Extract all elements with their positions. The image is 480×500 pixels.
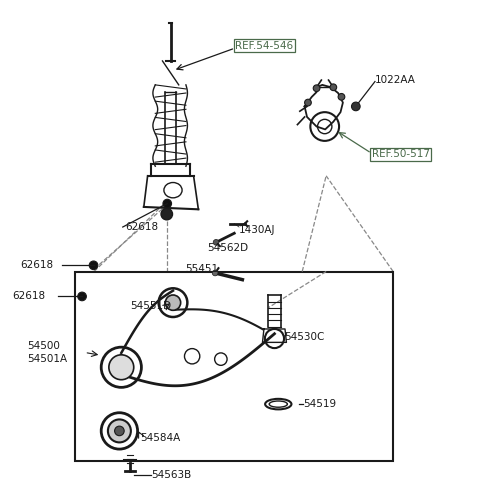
Text: 54584A: 54584A <box>141 432 180 442</box>
Text: 54500: 54500 <box>27 340 60 350</box>
Circle shape <box>109 355 134 380</box>
Text: 55451: 55451 <box>185 264 218 274</box>
Circle shape <box>338 94 345 100</box>
Text: 62618: 62618 <box>12 292 46 302</box>
Text: 54562D: 54562D <box>207 242 249 252</box>
Circle shape <box>330 84 336 90</box>
Circle shape <box>351 102 360 110</box>
Text: 54563B: 54563B <box>152 470 192 480</box>
Circle shape <box>305 99 312 106</box>
Circle shape <box>78 292 86 300</box>
Circle shape <box>313 85 320 91</box>
Text: 62618: 62618 <box>125 222 158 232</box>
Circle shape <box>213 240 219 245</box>
Text: 62618: 62618 <box>20 260 53 270</box>
Text: REF.54-546: REF.54-546 <box>235 40 293 50</box>
Circle shape <box>165 295 180 310</box>
Circle shape <box>108 420 131 442</box>
Text: 54501A: 54501A <box>27 354 67 364</box>
Circle shape <box>161 208 172 220</box>
Circle shape <box>163 200 171 208</box>
Text: 1430AJ: 1430AJ <box>239 225 276 235</box>
Text: 54551D: 54551D <box>130 302 171 312</box>
Circle shape <box>115 426 124 436</box>
Text: 54519: 54519 <box>303 399 336 409</box>
Text: REF.50-517: REF.50-517 <box>372 150 430 160</box>
Bar <box>75 272 393 460</box>
Text: 54530C: 54530C <box>284 332 324 342</box>
Text: 1022AA: 1022AA <box>375 75 416 85</box>
Circle shape <box>212 270 218 276</box>
Circle shape <box>89 261 98 270</box>
